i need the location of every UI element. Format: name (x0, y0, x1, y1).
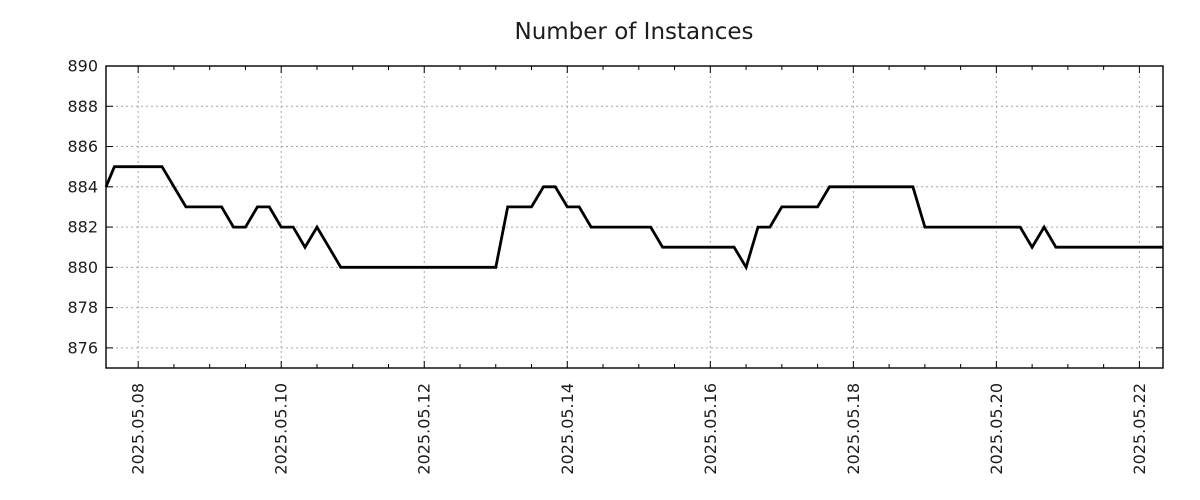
x-tick-label: 2025.05.14 (558, 383, 577, 475)
chart-title: Number of Instances (515, 19, 754, 45)
x-tick-label: 2025.05.12 (415, 383, 434, 475)
y-tick-label: 882 (67, 218, 98, 237)
y-tick-label: 890 (67, 57, 98, 76)
x-tick-label: 2025.05.16 (701, 383, 720, 475)
y-tick-label: 888 (67, 97, 98, 116)
plot-border (105, 65, 1164, 369)
y-tick-label: 878 (67, 298, 98, 317)
axis-layer (105, 65, 1164, 369)
x-tick-label: 2025.05.08 (129, 383, 148, 475)
label-layer: 876 878 880 882 884 886 888 890 2025.05.08 2025.0… (67, 57, 1148, 475)
series-layer (104, 165, 1163, 271)
y-tick-label: 886 (67, 137, 98, 156)
x-tick-label: 2025.05.10 (272, 383, 291, 475)
x-tick-label: 2025.05.22 (1130, 383, 1149, 475)
y-tick-label: 884 (67, 177, 98, 196)
data-line (104, 165, 1163, 271)
x-tick-label: 2025.05.20 (987, 383, 1006, 475)
y-tick-label: 880 (67, 258, 98, 277)
grid-layer (106, 65, 1163, 368)
x-tick-label: 2025.05.18 (844, 383, 863, 475)
y-tick-label: 876 (67, 338, 98, 357)
